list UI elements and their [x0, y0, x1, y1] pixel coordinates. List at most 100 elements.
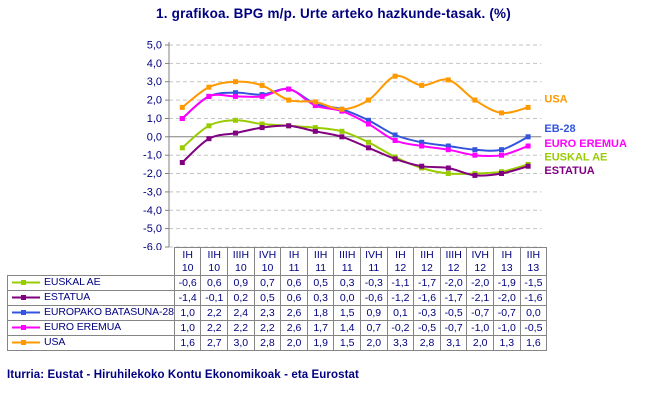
- period-header-cell: IVH 12: [466, 247, 494, 276]
- series-label-usa: USA: [544, 93, 567, 105]
- value-cell: 1,8: [306, 305, 335, 321]
- value-cell: 2,2: [200, 305, 229, 321]
- value-cell: 1,4: [333, 320, 362, 336]
- value-cell: 1,6: [173, 335, 202, 351]
- value-cell: -2,0: [493, 290, 521, 306]
- svg-text:-2,0: -2,0: [143, 168, 162, 180]
- series-name: EURO EREMUA: [44, 321, 122, 334]
- value-cell: -0,5: [413, 320, 441, 336]
- series-row: EURO EREMUA 1,0 2,2 2,2 2,2 2,6 1,7 1,4 0,7 -0,2-…: [7, 320, 548, 336]
- value-cell: 0,0: [519, 305, 548, 321]
- value-cell: -0,1: [200, 290, 229, 306]
- value-cell: 0,6: [280, 290, 308, 306]
- series-end-labels: EUSKAL AE ESTATUA EB-28 EURO EREMUA USA: [544, 93, 627, 177]
- series-legend-cell: EUROPAKO BATASUNA-28: [7, 305, 175, 321]
- value-cell: 1,3: [493, 335, 521, 351]
- value-cell: -1,0: [493, 320, 521, 336]
- value-cell: -0,6: [173, 275, 202, 291]
- svg-text:4,0: 4,0: [147, 58, 162, 70]
- value-cell: 1,0: [173, 305, 202, 321]
- period-header-cell: IH 12: [386, 247, 415, 276]
- value-cell: -0,2: [386, 320, 415, 336]
- value-cell: -1,6: [519, 290, 548, 306]
- series-estatua: [179, 123, 531, 178]
- value-cell: -1,1: [386, 275, 415, 291]
- value-cell: 2,0: [466, 335, 494, 351]
- period-header-cell: IH 11: [280, 247, 308, 276]
- period-header-cell: IVH 10: [253, 247, 282, 276]
- svg-text:5,0: 5,0: [147, 40, 162, 52]
- svg-text:-3,0: -3,0: [143, 186, 162, 198]
- value-cell: 2,8: [413, 335, 441, 351]
- value-cell: -0,5: [439, 305, 468, 321]
- value-cell: 0,6: [280, 275, 308, 291]
- value-cell: 0,7: [253, 275, 282, 291]
- value-cell: -0,3: [360, 275, 388, 291]
- y-axis-labels: 5,0 4,0 3,0 2,0 1,0 0,0 -1,0 -2,0 -3,0 -4,0 -5,0 -6…: [143, 40, 162, 251]
- svg-text:3,0: 3,0: [147, 76, 162, 88]
- value-cell: -0,3: [413, 305, 441, 321]
- value-cell: 2,6: [280, 305, 308, 321]
- source-note: Iturria: Eustat - Hiruhilekoko Kontu Eko…: [7, 369, 359, 381]
- value-cell: -1,0: [466, 320, 494, 336]
- value-cell: 1,5: [333, 305, 362, 321]
- value-cell: 3,0: [227, 335, 255, 351]
- series-row: EUSKAL AE -0,6 0,6 0,9 0,7 0,6 0,5 0,3 -0,3 -1,1-…: [7, 275, 548, 291]
- period-header-cell: IH 10: [173, 247, 202, 276]
- series-row: EUROPAKO BATASUNA-28 1,0 2,2 2,4 2,3 2,6 1,8 1,…: [7, 305, 548, 321]
- series-legend-cell: USA: [7, 335, 175, 351]
- series-label-euskal-ae: EUSKAL AE: [544, 151, 607, 163]
- y-gridlines: [165, 44, 542, 248]
- value-cell: -1,7: [439, 290, 468, 306]
- legend-key-icon: [12, 340, 40, 346]
- value-cell: 2,8: [253, 335, 282, 351]
- period-header-cell: IIH 10: [200, 247, 229, 276]
- series-legend-cell: EUSKAL AE: [7, 275, 175, 291]
- legend-key-icon: [12, 310, 40, 316]
- data-table: IH 10 IIH 10 IIIH 10 IVH 10 IH 11 IIH 11 IIIH 11 IVH 11…: [7, 247, 548, 351]
- value-cell: 2,7: [200, 335, 229, 351]
- value-cell: 2,2: [227, 320, 255, 336]
- value-cell: 0,3: [333, 275, 362, 291]
- value-cell: -2,0: [466, 275, 494, 291]
- series-row: USA 1,6 2,7 3,0 2,8 2,0 1,9 1,5 2,0 3,3 2,8 3,1 2,0 1…: [7, 335, 548, 351]
- value-cell: -1,5: [519, 275, 548, 291]
- value-cell: -0,6: [360, 290, 388, 306]
- svg-text:-1,0: -1,0: [143, 150, 162, 162]
- series-legend-cell: EURO EREMUA: [7, 320, 175, 336]
- value-cell: 0,9: [227, 275, 255, 291]
- plot-area: 5,0 4,0 3,0 2,0 1,0 0,0 -1,0 -2,0 -3,0 -4,0 -5,0 -6…: [143, 40, 627, 251]
- period-header-row: IH 10 IIH 10 IIIH 10 IVH 10 IH 11 IIH 11 IIIH 11 IVH 11…: [8, 247, 548, 276]
- value-cell: -0,7: [439, 320, 468, 336]
- series-label-eb-28: EB-28: [544, 123, 575, 135]
- period-header-cell: IIIH 11: [333, 247, 362, 276]
- period-header-cell: IIH 13: [519, 247, 548, 276]
- value-cell: -2,0: [439, 275, 468, 291]
- series-name: EUSKAL AE: [44, 276, 101, 289]
- value-cell: 2,4: [227, 305, 255, 321]
- value-cell: 1,7: [306, 320, 335, 336]
- value-cell: 2,0: [360, 335, 388, 351]
- value-cell: 0,7: [360, 320, 388, 336]
- value-cell: 0,3: [306, 290, 335, 306]
- period-header-cell: IIIH 10: [227, 247, 255, 276]
- value-cell: -1,7: [413, 275, 441, 291]
- value-cell: 3,3: [386, 335, 415, 351]
- table-corner-spacer: [8, 248, 175, 276]
- legend-key-icon: [12, 295, 40, 301]
- value-cell: -0,7: [493, 305, 521, 321]
- value-cell: 3,1: [439, 335, 468, 351]
- value-cell: 1,6: [519, 335, 548, 351]
- value-cell: 0,6: [200, 275, 229, 291]
- period-header-cell: IIIH 12: [439, 247, 468, 276]
- value-cell: 2,6: [280, 320, 308, 336]
- value-cell: 2,2: [200, 320, 229, 336]
- value-cell: 2,0: [280, 335, 308, 351]
- legend-key-icon: [12, 280, 40, 286]
- value-cell: -0,5: [519, 320, 548, 336]
- value-cell: 0,9: [360, 305, 388, 321]
- value-cell: 1,9: [306, 335, 335, 351]
- period-header-cell: IH 13: [493, 247, 521, 276]
- period-header-cell: IIH 11: [306, 247, 335, 276]
- value-cell: 1,5: [333, 335, 362, 351]
